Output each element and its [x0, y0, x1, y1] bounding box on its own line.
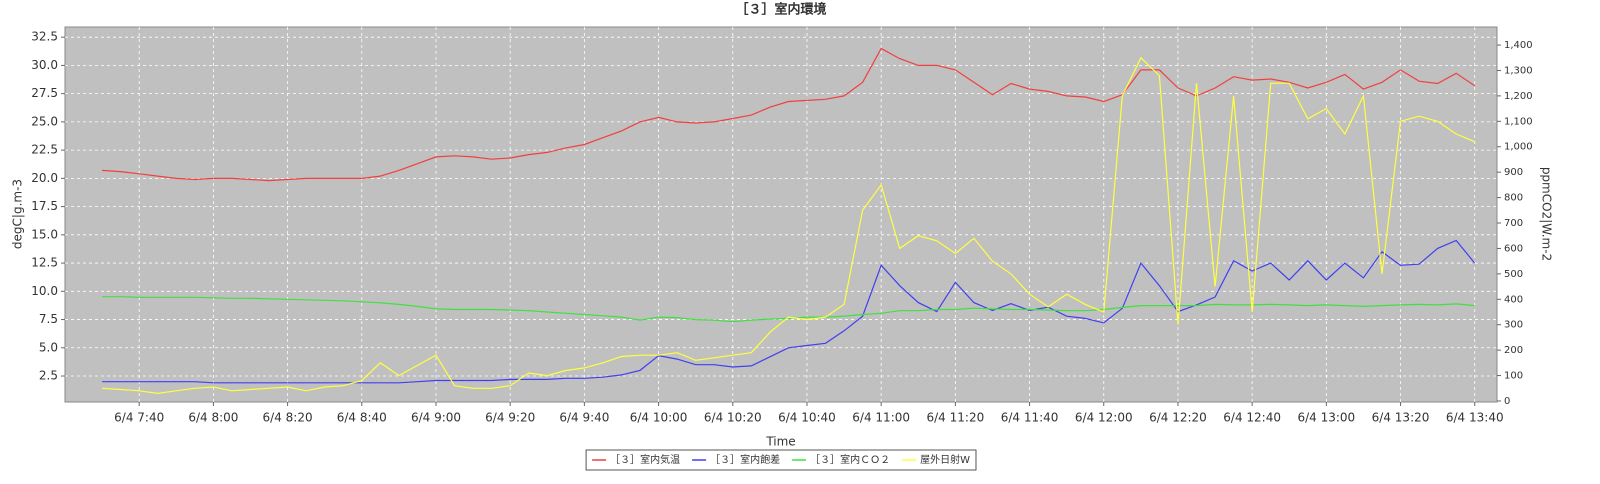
y-tick-label: 2.5 [39, 369, 58, 383]
x-tick-label: 6/4 10:40 [778, 411, 836, 425]
y-tick-label: 32.5 [31, 30, 58, 44]
y-tick-label: 5.0 [39, 340, 58, 354]
y2-tick-label: 600 [1504, 243, 1523, 254]
y-tick-label: 10.0 [31, 284, 58, 298]
legend: ［３］室内気温 ［３］室内飽差 ［３］室内ＣＯ２ 屋外日射W [585, 449, 977, 471]
y-tick-label: 27.5 [31, 86, 58, 100]
x-tick-label: 6/4 11:00 [852, 411, 910, 425]
y2-tick-label: 300 [1504, 320, 1523, 331]
series-line [102, 239, 1476, 384]
x-tick-label: 6/4 11:20 [927, 411, 985, 425]
x-tick-label: 6/4 10:20 [704, 411, 762, 425]
y2-tick-label: 100 [1504, 371, 1523, 382]
y-tick-label: 17.5 [31, 199, 58, 213]
legend-label: 屋外日射W [920, 454, 970, 466]
y2-tick-label: 1,400 [1504, 40, 1533, 51]
y2-tick-label: 400 [1504, 294, 1523, 305]
y-tick-label: 22.5 [31, 143, 58, 157]
x-tick-label: 6/4 13:40 [1446, 411, 1504, 425]
x-tick-label: 6/4 12:40 [1223, 411, 1281, 425]
legend-box [585, 449, 977, 471]
x-tick-label: 6/4 8:00 [188, 411, 238, 425]
x-tick-label: 6/4 8:20 [263, 411, 313, 425]
x-tick-label: 6/4 7:40 [114, 411, 164, 425]
x-axis-label: Time [765, 435, 795, 449]
y-tick-label: 7.5 [39, 312, 58, 326]
y2-tick-label: 800 [1504, 193, 1523, 204]
y2-tick-label: 0 [1504, 396, 1510, 407]
x-tick-label: 6/4 8:40 [337, 411, 387, 425]
legend-label: ［３］室内気温 [610, 453, 680, 466]
y2-tick-label: 700 [1504, 218, 1523, 229]
y2-tick-label: 1,100 [1504, 116, 1533, 127]
series-line [102, 296, 1475, 323]
y2-tick-label: 1,300 [1504, 65, 1533, 76]
y2-tick-label: 1,000 [1504, 142, 1533, 153]
y-tick-label: 30.0 [31, 58, 58, 72]
x-tick-label: 6/4 9:00 [411, 411, 461, 425]
y-tick-label: 15.0 [31, 227, 58, 241]
y2-tick-label: 200 [1504, 345, 1523, 356]
y-tick-label: 12.5 [31, 256, 58, 270]
legend-label: ［３］室内飽差 [710, 453, 780, 466]
x-tick-label: 6/4 9:40 [559, 411, 609, 425]
y2-tick-label: 500 [1504, 269, 1523, 280]
y-tick-label: 20.0 [31, 171, 58, 185]
y2-axis-label: ppmCO2|W.m-2 [1540, 167, 1554, 261]
plot-area [64, 26, 1498, 403]
series-line [102, 47, 1476, 182]
x-tick-label: 6/4 9:20 [485, 411, 535, 425]
y-axis-label: degC|g.m-3 [11, 179, 25, 249]
x-tick-label: 6/4 12:00 [1075, 411, 1133, 425]
x-tick-label: 6/4 13:20 [1372, 411, 1430, 425]
series-line [102, 56, 1475, 395]
x-tick-label: 6/4 13:00 [1297, 411, 1355, 425]
x-tick-label: 6/4 12:20 [1149, 411, 1207, 425]
legend-label: ［３］室内ＣＯ２ [810, 453, 890, 466]
y2-tick-label: 1,200 [1504, 91, 1533, 102]
x-tick-label: 6/4 11:40 [1001, 411, 1059, 425]
chart-title: ［３］室内環境 [735, 2, 826, 18]
x-tick-label: 6/4 10:00 [630, 411, 688, 425]
y-tick-label: 25.0 [31, 114, 58, 128]
y2-tick-label: 900 [1504, 167, 1523, 178]
